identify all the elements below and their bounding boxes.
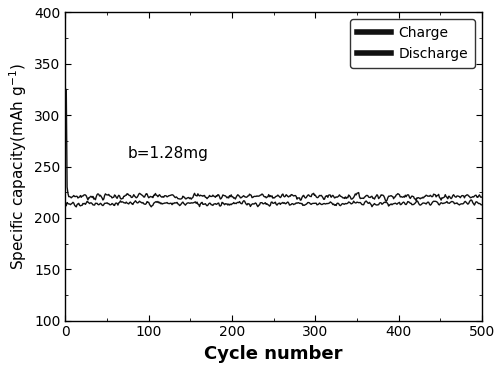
Discharge <box>478 203 484 207</box>
Discharge <box>261 201 267 205</box>
Discharge <box>404 199 410 204</box>
Charge <box>288 192 294 197</box>
Charge <box>478 195 484 199</box>
Charge <box>404 192 410 197</box>
Discharge <box>467 198 473 202</box>
Y-axis label: Specific capacity(mAh g$^{-1}$): Specific capacity(mAh g$^{-1}$) <box>7 63 29 270</box>
Charge <box>382 199 388 203</box>
Discharge <box>73 205 79 209</box>
Charge <box>263 196 269 200</box>
X-axis label: Cycle number: Cycle number <box>204 345 342 363</box>
Line: Discharge: Discharge <box>66 200 481 207</box>
Charge <box>260 194 266 198</box>
Charge <box>469 194 475 199</box>
Discharge <box>311 201 317 205</box>
Legend: Charge, Discharge: Charge, Discharge <box>349 19 474 68</box>
Discharge <box>63 204 69 208</box>
Discharge <box>264 202 270 206</box>
Charge <box>310 191 316 195</box>
Discharge <box>289 201 295 206</box>
Text: b=1.28mg: b=1.28mg <box>128 146 208 161</box>
Discharge <box>469 202 475 206</box>
Line: Charge: Charge <box>66 90 481 201</box>
Charge <box>63 87 69 92</box>
